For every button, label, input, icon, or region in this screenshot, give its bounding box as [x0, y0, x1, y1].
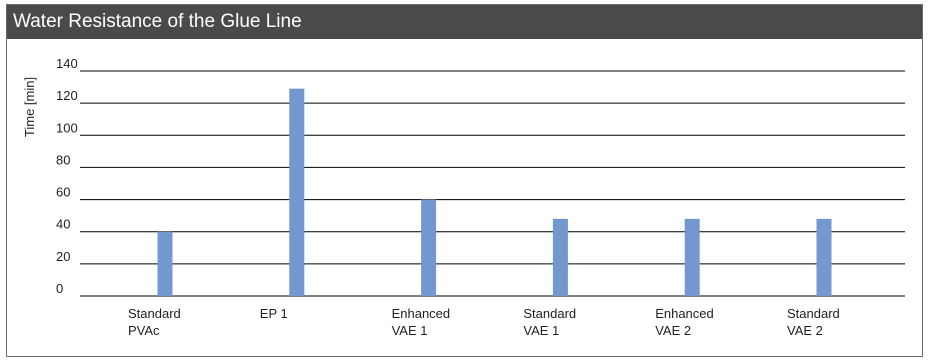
- category-label: Enhanced VAE 1: [392, 306, 451, 338]
- y-tick-label: 40: [56, 217, 70, 232]
- bar: [684, 218, 700, 296]
- category-label: Standard VAE 2: [787, 306, 840, 338]
- chart-title: Water Resistance of the Glue Line: [7, 5, 922, 39]
- category-label: Standard PVAc: [128, 306, 181, 338]
- gridlines: [80, 70, 905, 297]
- chart-frame: Water Resistance of the Glue Line: [6, 4, 923, 357]
- bar: [552, 218, 568, 296]
- bar: [816, 218, 832, 296]
- bars: [157, 88, 832, 296]
- y-tick-label: 80: [56, 152, 70, 167]
- category-label: Standard VAE 1: [523, 306, 576, 338]
- bar: [289, 88, 305, 296]
- category-labels: Standard PVAc EP 1 Enhanced VAE 1 Standard VAE…: [128, 306, 840, 338]
- y-tick-label: 100: [56, 120, 78, 135]
- y-tick-label: 0: [56, 281, 63, 296]
- y-axis-label: Time [min]: [22, 77, 37, 137]
- y-tick-label: 120: [56, 88, 78, 103]
- bar: [421, 199, 437, 296]
- y-tick-label: 140: [56, 56, 78, 71]
- y-tick-label: 20: [56, 249, 70, 264]
- bar: [157, 231, 173, 296]
- y-tick-label: 60: [56, 185, 70, 200]
- category-label: EP 1: [260, 306, 288, 321]
- category-label: Enhanced VAE 2: [655, 306, 714, 338]
- y-tick-labels: 0 20 40 60 80 100 120 140: [56, 56, 78, 296]
